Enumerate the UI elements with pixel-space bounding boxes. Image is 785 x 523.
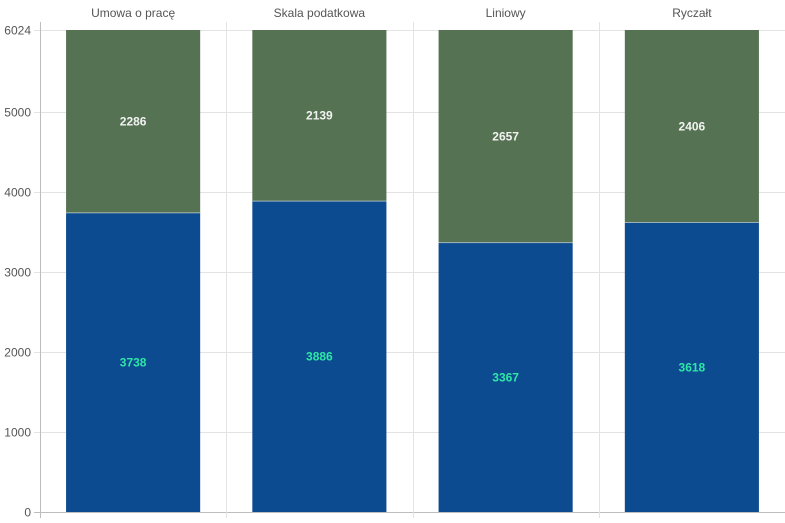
- y-tick-label: 2000: [4, 346, 31, 360]
- y-tick-label: 4000: [4, 186, 31, 200]
- bar-segment-series-1: [66, 212, 201, 513]
- bar-segment-series-2: [66, 30, 201, 213]
- data-label-series-2: 2657: [492, 129, 519, 143]
- x-category-label: Ryczałt: [672, 6, 712, 20]
- bar-segment-series-2: [624, 30, 759, 223]
- bar-segment-series-1: [438, 242, 573, 513]
- x-category-label: Umowa o pracę: [91, 6, 175, 20]
- data-label-series-1: 3367: [492, 370, 519, 384]
- bar-segment-series-1: [624, 222, 759, 512]
- data-label-series-1: 3618: [679, 360, 706, 374]
- bar-segment-series-1: [252, 201, 387, 512]
- y-tick-label: 6024: [4, 24, 31, 38]
- data-label-series-1: 3886: [306, 350, 333, 364]
- x-category-label: Liniowy: [486, 6, 526, 20]
- data-label-series-1: 3738: [120, 355, 147, 369]
- bars-layer: [66, 30, 759, 513]
- bar-segment-series-2: [252, 30, 387, 202]
- axis-layer: 0 1000 2000 3000 4000 5000 6024 Umowa o pracę Sk…: [4, 6, 712, 520]
- y-tick-label: 0: [24, 506, 31, 520]
- data-label-series-2: 2286: [120, 114, 147, 128]
- data-label-series-2: 2139: [306, 109, 333, 123]
- y-tick-label: 3000: [4, 266, 31, 280]
- bar-segment-series-2: [438, 30, 573, 243]
- x-category-label: Skala podatkowa: [274, 6, 366, 20]
- labels-layer: 3738 2286 3886 2139 3367 2657 3618 2406: [120, 109, 706, 385]
- y-tick-label: 5000: [4, 106, 31, 120]
- y-tick-label: 1000: [4, 426, 31, 440]
- data-label-series-2: 2406: [679, 119, 706, 133]
